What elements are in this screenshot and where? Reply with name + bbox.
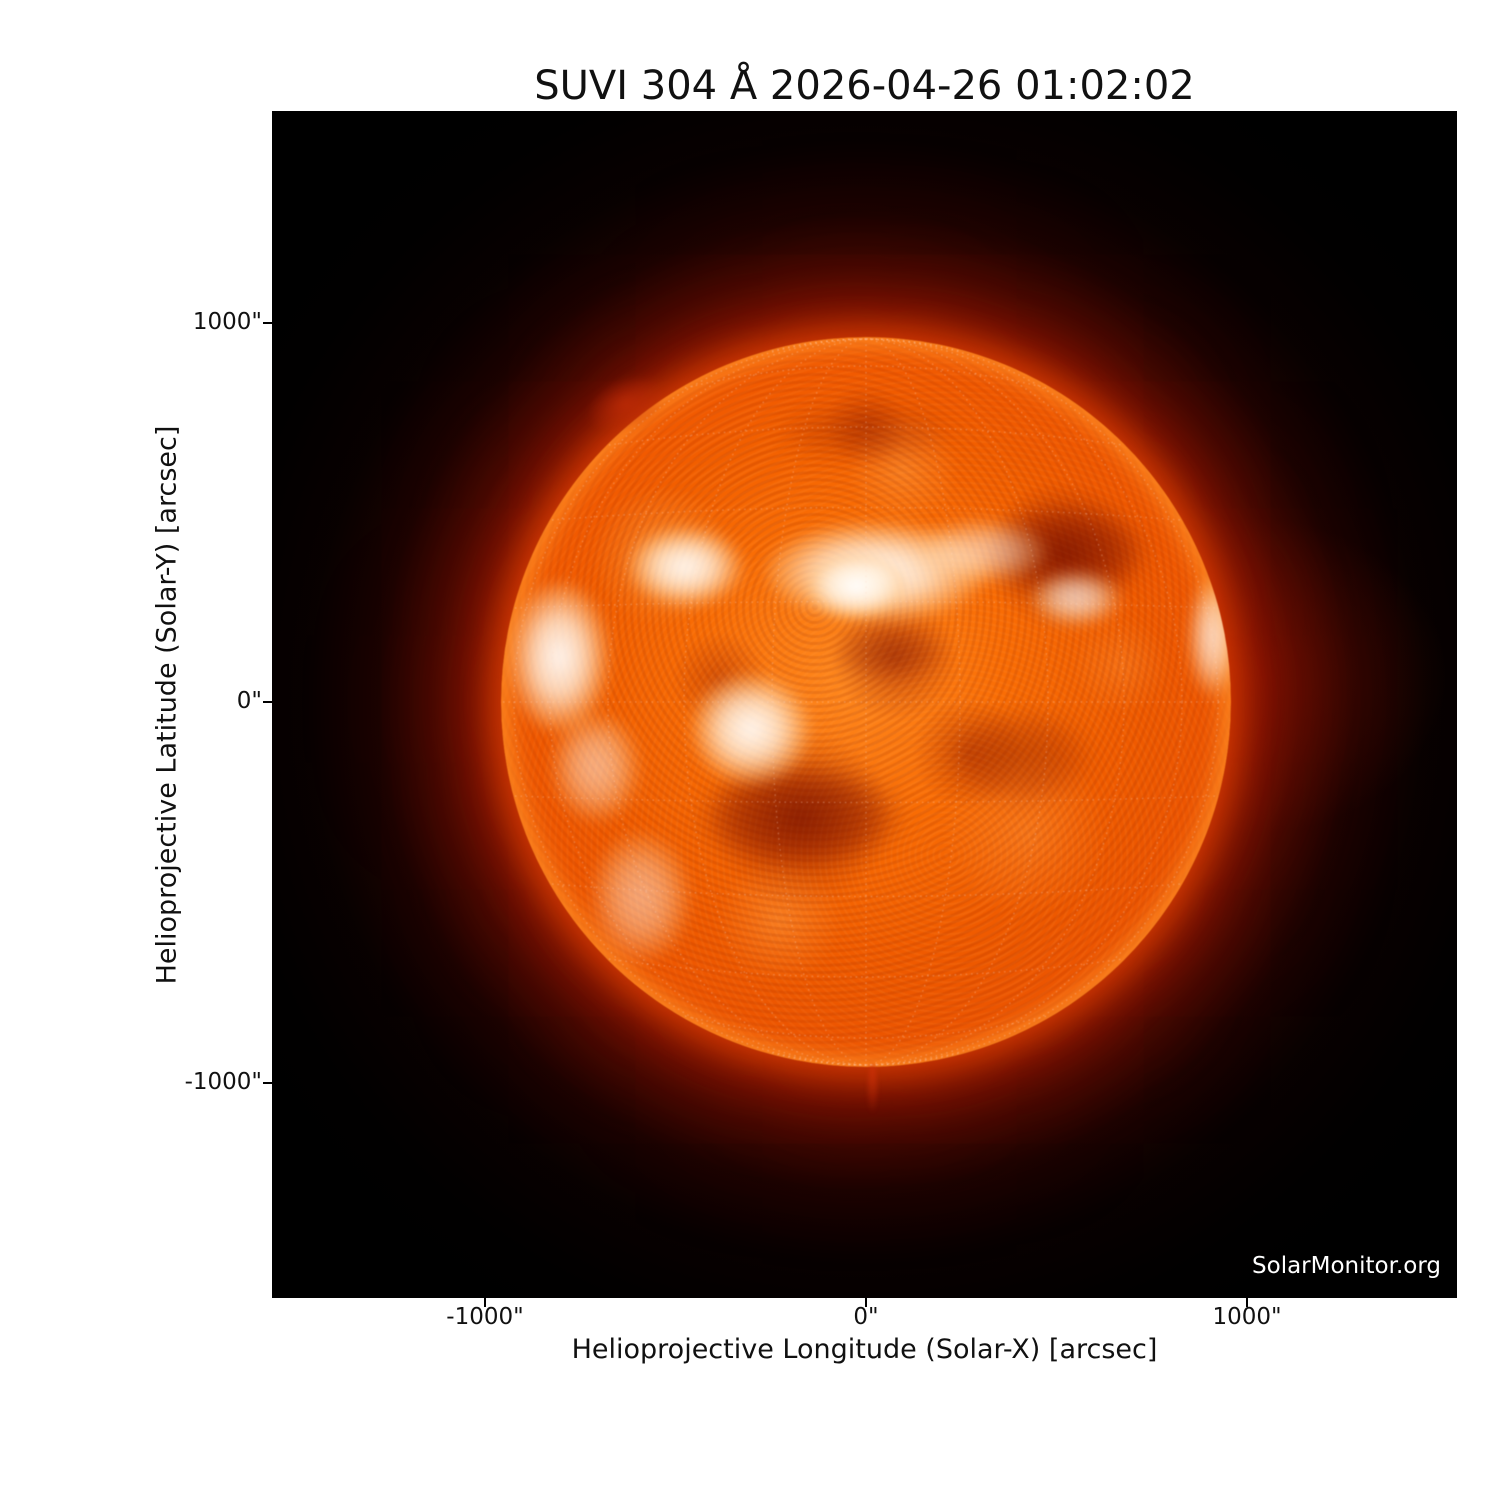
sun-disk — [501, 337, 1231, 1067]
bright-region — [591, 832, 691, 962]
bright-region — [628, 527, 743, 607]
dark-region — [946, 707, 1096, 807]
prominence — [868, 1064, 877, 1114]
x-tick-mark — [484, 1298, 486, 1307]
dark-region — [831, 622, 951, 682]
y-tick-label: 1000" — [192, 309, 262, 335]
y-axis-label: Helioprojective Latitude (Solar-Y) [arcs… — [151, 425, 183, 985]
figure-title: SUVI 304 Å 2026-04-26 01:02:02 — [534, 63, 1195, 109]
x-tick-mark — [865, 1298, 867, 1307]
bright-region — [509, 582, 609, 732]
bright-region — [1188, 577, 1231, 697]
y-tick-label: -1000" — [184, 1069, 262, 1095]
heliographic-grid — [503, 338, 1229, 1066]
dark-region — [776, 402, 956, 462]
x-tick-mark — [1246, 1298, 1248, 1307]
y-tick-label: 0" — [236, 688, 262, 714]
x-tick-label: -1000" — [446, 1304, 524, 1330]
bright-region — [1031, 571, 1121, 626]
plot-area: SolarMonitor.org — [272, 111, 1457, 1298]
y-tick-mark — [263, 322, 272, 324]
y-tick-mark — [263, 701, 272, 703]
x-tick-label: 0" — [853, 1304, 879, 1330]
bright-region — [691, 674, 811, 784]
watermark: SolarMonitor.org — [1252, 1253, 1441, 1279]
y-tick-mark — [263, 1082, 272, 1084]
bright-region — [916, 519, 1046, 584]
bright-region — [806, 554, 906, 619]
bright-region — [551, 712, 641, 822]
x-tick-label: 1000" — [1212, 1304, 1282, 1330]
x-axis-label: Helioprojective Longitude (Solar-X) [arc… — [571, 1334, 1158, 1365]
